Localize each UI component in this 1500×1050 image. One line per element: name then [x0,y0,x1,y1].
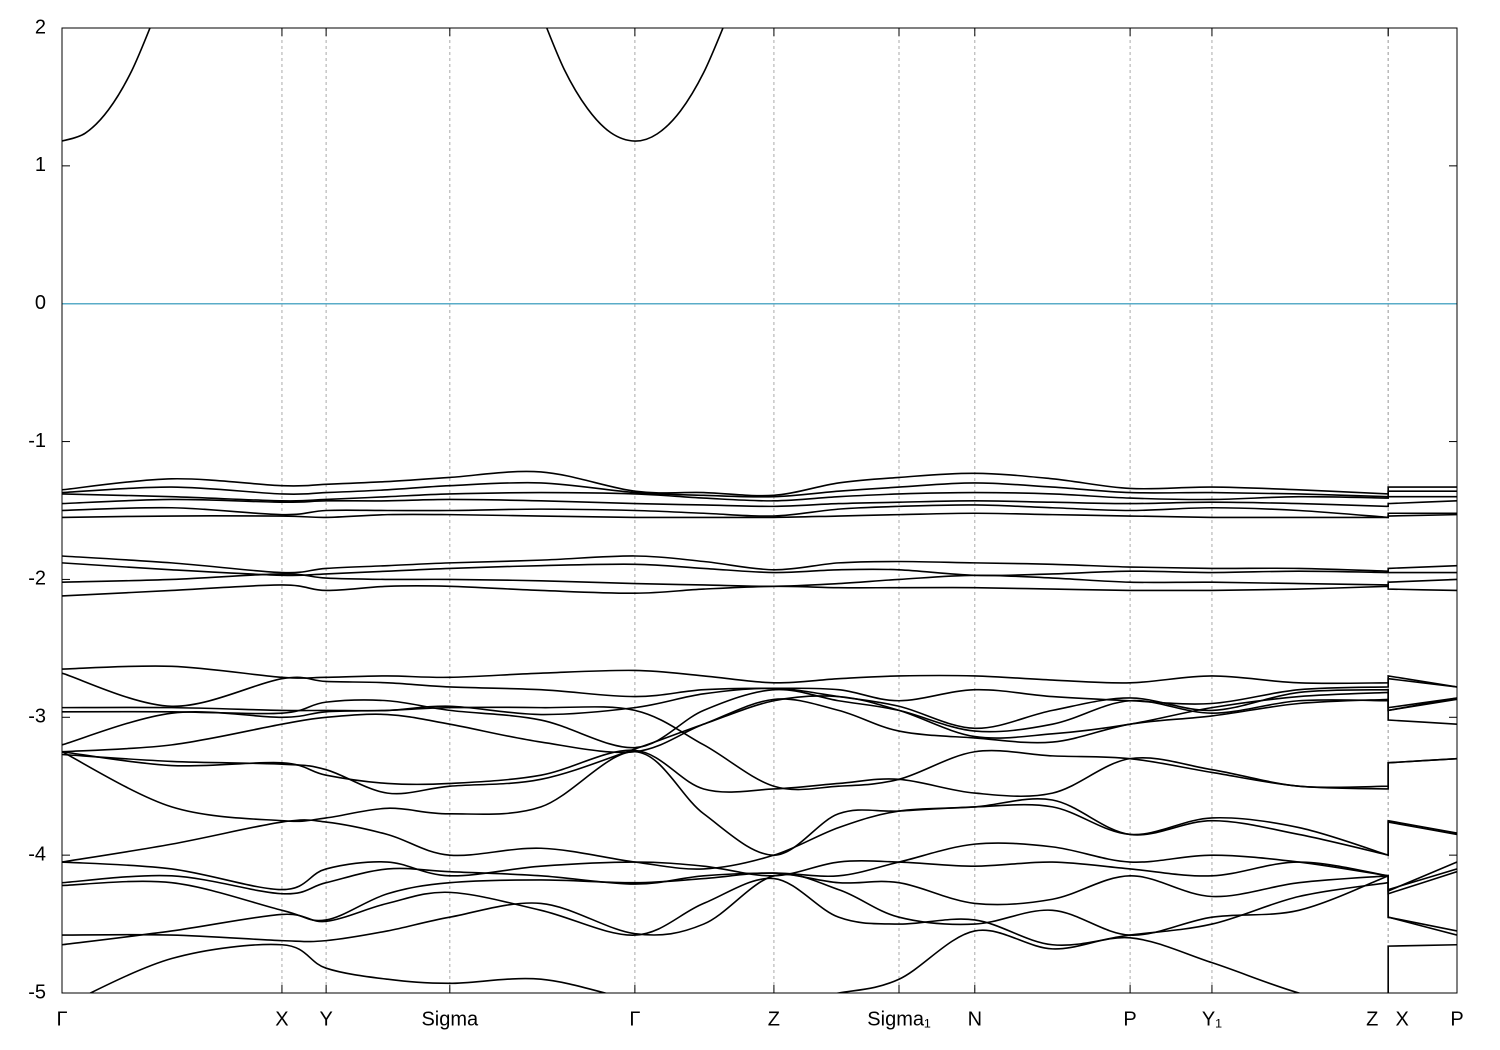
band-line [62,706,1457,791]
y-tick-label: 0 [35,292,46,314]
x-tick-label: Z [1366,1008,1378,1030]
band-line [62,512,1457,519]
band-line [62,491,1457,502]
band-line [62,498,1457,508]
y-tick-label: -3 [28,706,46,728]
band-line [62,584,1457,597]
band-line [62,798,1457,870]
band-line [62,504,1457,519]
band-line [62,687,1457,730]
y-tick-label: 1 [35,154,46,176]
x-tick-label: Y [319,1008,332,1030]
bands [62,28,1457,993]
y-tick-label: -5 [28,981,46,1003]
x-tick-label: P [1123,1008,1136,1030]
band-line [62,870,1457,922]
x-tick-label: Γ [629,1008,640,1030]
x-tick-label: P [1450,1008,1463,1030]
band-line [62,665,1457,688]
band-line [62,555,1457,574]
band-line [62,691,1457,795]
band-line [62,562,1457,577]
band-line [62,873,1457,943]
y-tick-label: 2 [35,16,46,38]
y-tick-label: -4 [28,843,46,865]
x-tick-label: Z [768,1008,780,1030]
x-tick-label: Sigma [421,1008,479,1030]
band-line [62,749,1457,798]
plot-frame [61,27,1458,994]
band-line [62,877,1457,946]
x-tick-label: X [275,1008,288,1030]
band-line [62,750,1457,857]
x-tick-label: N [968,1008,982,1030]
band-line [62,688,1457,749]
x-tick-label: Γ [56,1008,67,1030]
band-line [62,698,1457,754]
x-tick-label: X [1396,1008,1409,1030]
x-tick-label: Sigma₁ [867,1008,931,1030]
band-line [62,28,724,142]
y-tick-label: -2 [28,568,46,590]
band-line [88,929,1457,993]
y-tick-label: -1 [28,430,46,452]
band-line [62,470,1457,497]
band-line [62,481,1457,498]
x-tick-label: Y₁ [1202,1008,1222,1030]
